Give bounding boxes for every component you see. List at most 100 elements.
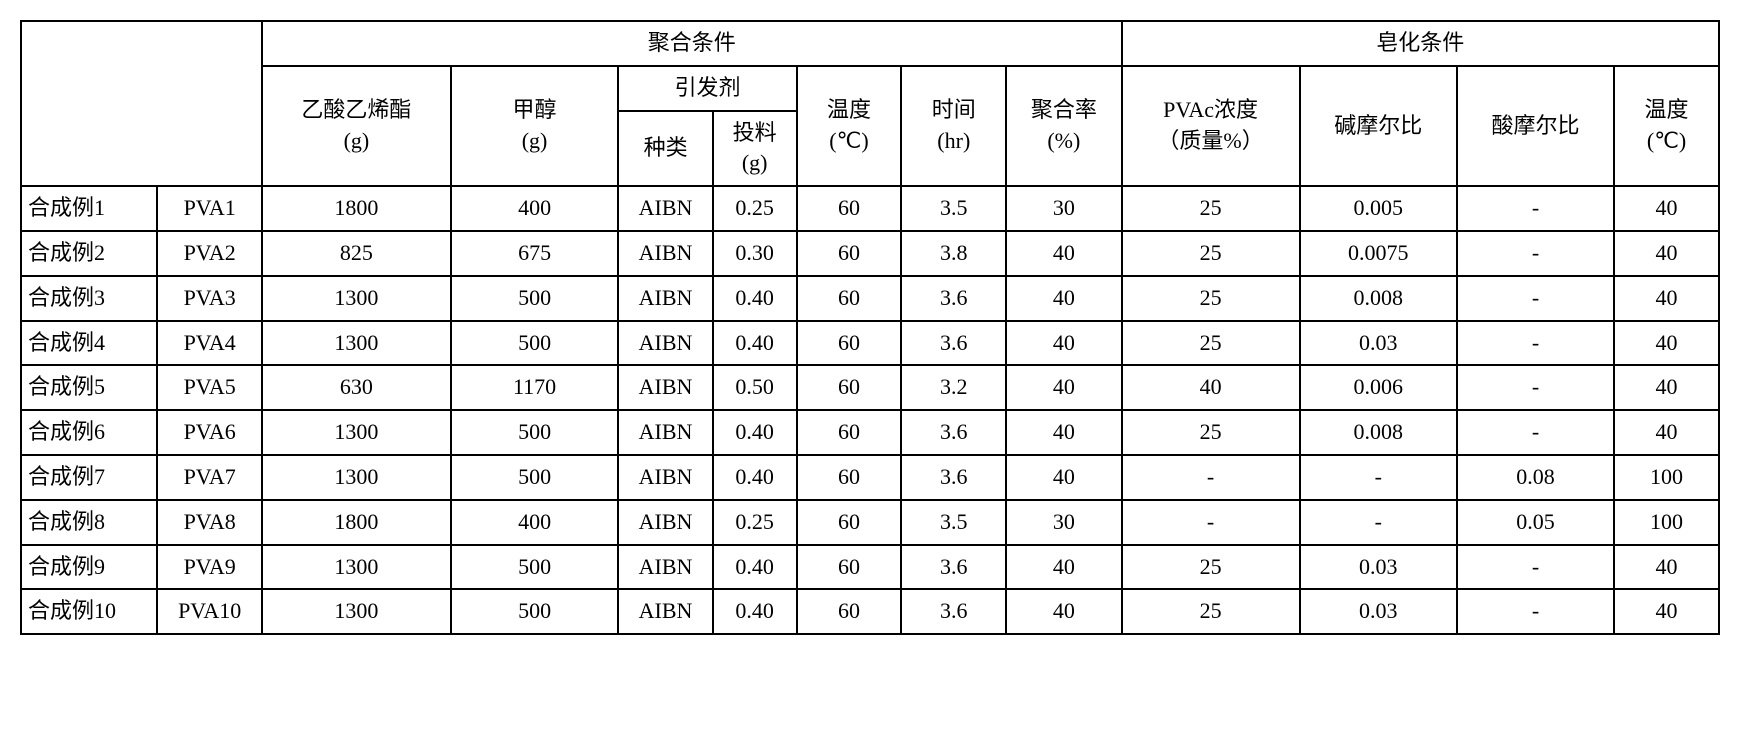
cell-if_: 0.40 bbox=[713, 321, 797, 366]
cell-pva: PVA8 bbox=[157, 500, 262, 545]
table-row: 合成例4PVA41300500AIBN0.40603.640250.03-40 bbox=[21, 321, 1719, 366]
cell-if_: 0.40 bbox=[713, 410, 797, 455]
cell-hr: 3.8 bbox=[901, 231, 1006, 276]
cell-it: AIBN bbox=[618, 500, 712, 545]
table-row: 合成例7PVA71300500AIBN0.40603.640--0.08100 bbox=[21, 455, 1719, 500]
cell-pva: PVA6 bbox=[157, 410, 262, 455]
header-blank bbox=[21, 21, 262, 186]
cell-st: 100 bbox=[1614, 455, 1719, 500]
cell-meoh: 500 bbox=[451, 321, 619, 366]
cell-if_: 0.25 bbox=[713, 500, 797, 545]
cell-st: 40 bbox=[1614, 545, 1719, 590]
cell-pc: 40 bbox=[1122, 365, 1300, 410]
cell-al: - bbox=[1300, 500, 1457, 545]
cell-ex: 合成例10 bbox=[21, 589, 157, 634]
cell-st: 40 bbox=[1614, 276, 1719, 321]
cell-t: 60 bbox=[797, 321, 902, 366]
cell-pc: 25 bbox=[1122, 410, 1300, 455]
cell-va: 1300 bbox=[262, 545, 451, 590]
cell-ac: - bbox=[1457, 365, 1614, 410]
cell-meoh: 500 bbox=[451, 276, 619, 321]
cell-it: AIBN bbox=[618, 455, 712, 500]
cell-p: 30 bbox=[1006, 186, 1121, 231]
cell-hr: 3.6 bbox=[901, 545, 1006, 590]
cell-ac: - bbox=[1457, 589, 1614, 634]
cell-st: 40 bbox=[1614, 410, 1719, 455]
cell-p: 40 bbox=[1006, 365, 1121, 410]
cell-al: 0.008 bbox=[1300, 276, 1457, 321]
cell-meoh: 500 bbox=[451, 589, 619, 634]
cell-ex: 合成例3 bbox=[21, 276, 157, 321]
cell-pva: PVA7 bbox=[157, 455, 262, 500]
cell-p: 40 bbox=[1006, 545, 1121, 590]
cell-va: 1300 bbox=[262, 455, 451, 500]
cell-st: 40 bbox=[1614, 589, 1719, 634]
cell-hr: 3.5 bbox=[901, 186, 1006, 231]
cell-va: 1300 bbox=[262, 589, 451, 634]
cell-al: 0.005 bbox=[1300, 186, 1457, 231]
cell-pva: PVA1 bbox=[157, 186, 262, 231]
cell-va: 1300 bbox=[262, 321, 451, 366]
cell-t: 60 bbox=[797, 589, 902, 634]
table-row: 合成例5PVA56301170AIBN0.50603.240400.006-40 bbox=[21, 365, 1719, 410]
cell-if_: 0.50 bbox=[713, 365, 797, 410]
header-sap-temp: 温度(℃) bbox=[1614, 66, 1719, 186]
cell-pc: 25 bbox=[1122, 231, 1300, 276]
cell-pva: PVA5 bbox=[157, 365, 262, 410]
cell-al: 0.03 bbox=[1300, 545, 1457, 590]
cell-st: 40 bbox=[1614, 231, 1719, 276]
cell-ac: - bbox=[1457, 231, 1614, 276]
cell-al: 0.03 bbox=[1300, 589, 1457, 634]
header-pvac-conc: PVAc浓度（质量%） bbox=[1122, 66, 1300, 186]
cell-if_: 0.40 bbox=[713, 545, 797, 590]
cell-ex: 合成例2 bbox=[21, 231, 157, 276]
cell-it: AIBN bbox=[618, 545, 712, 590]
cell-va: 1800 bbox=[262, 186, 451, 231]
cell-it: AIBN bbox=[618, 321, 712, 366]
cell-pva: PVA2 bbox=[157, 231, 262, 276]
cell-t: 60 bbox=[797, 231, 902, 276]
cell-t: 60 bbox=[797, 455, 902, 500]
cell-hr: 3.6 bbox=[901, 410, 1006, 455]
cell-if_: 0.30 bbox=[713, 231, 797, 276]
header-methanol: 甲醇(g) bbox=[451, 66, 619, 186]
table-header: 聚合条件 皂化条件 乙酸乙烯酯(g) 甲醇(g) 引发剂 温度(℃) 时间(hr… bbox=[21, 21, 1719, 186]
cell-pc: 25 bbox=[1122, 321, 1300, 366]
cell-meoh: 1170 bbox=[451, 365, 619, 410]
cell-it: AIBN bbox=[618, 410, 712, 455]
cell-p: 40 bbox=[1006, 321, 1121, 366]
cell-it: AIBN bbox=[618, 365, 712, 410]
cell-t: 60 bbox=[797, 186, 902, 231]
cell-t: 60 bbox=[797, 545, 902, 590]
cell-if_: 0.40 bbox=[713, 589, 797, 634]
header-poly-rate: 聚合率(%) bbox=[1006, 66, 1121, 186]
conditions-table-wrap: 聚合条件 皂化条件 乙酸乙烯酯(g) 甲醇(g) 引发剂 温度(℃) 时间(hr… bbox=[20, 20, 1720, 635]
cell-t: 60 bbox=[797, 410, 902, 455]
cell-st: 40 bbox=[1614, 321, 1719, 366]
cell-meoh: 500 bbox=[451, 545, 619, 590]
cell-ex: 合成例8 bbox=[21, 500, 157, 545]
cell-p: 40 bbox=[1006, 410, 1121, 455]
cell-st: 40 bbox=[1614, 365, 1719, 410]
cell-ex: 合成例5 bbox=[21, 365, 157, 410]
cell-pva: PVA4 bbox=[157, 321, 262, 366]
cell-hr: 3.5 bbox=[901, 500, 1006, 545]
cell-hr: 3.2 bbox=[901, 365, 1006, 410]
table-row: 合成例10PVA101300500AIBN0.40603.640250.03-4… bbox=[21, 589, 1719, 634]
cell-hr: 3.6 bbox=[901, 589, 1006, 634]
cell-t: 60 bbox=[797, 500, 902, 545]
header-initiator-type: 种类 bbox=[618, 111, 712, 187]
header-alkali-ratio: 碱摩尔比 bbox=[1300, 66, 1457, 186]
cell-meoh: 500 bbox=[451, 410, 619, 455]
cell-va: 630 bbox=[262, 365, 451, 410]
cell-ac: - bbox=[1457, 545, 1614, 590]
cell-st: 40 bbox=[1614, 186, 1719, 231]
header-vinyl-acetate: 乙酸乙烯酯(g) bbox=[262, 66, 451, 186]
cell-if_: 0.40 bbox=[713, 276, 797, 321]
cell-it: AIBN bbox=[618, 276, 712, 321]
cell-t: 60 bbox=[797, 365, 902, 410]
cell-p: 40 bbox=[1006, 276, 1121, 321]
header-acid-ratio: 酸摩尔比 bbox=[1457, 66, 1614, 186]
cell-if_: 0.40 bbox=[713, 455, 797, 500]
cell-pva: PVA3 bbox=[157, 276, 262, 321]
